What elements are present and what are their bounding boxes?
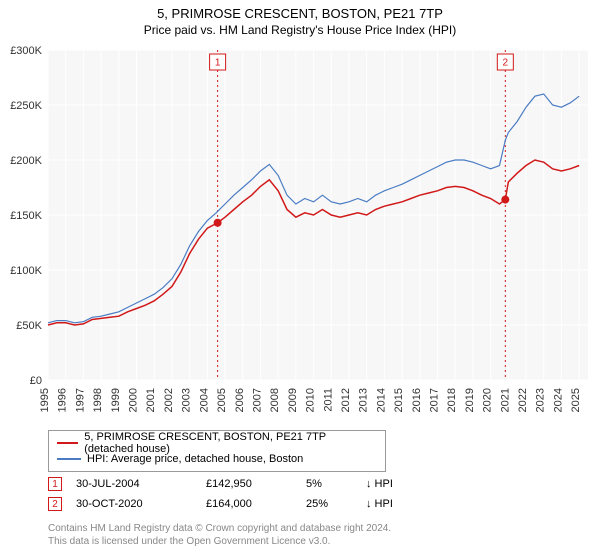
event-marker: 2 <box>48 497 62 511</box>
x-tick-label: 2006 <box>234 388 246 412</box>
x-tick-label: 2021 <box>499 388 511 412</box>
x-tick-label: 2016 <box>411 388 423 412</box>
x-tick-label: 2010 <box>305 388 317 412</box>
event-price: £142,950 <box>206 478 306 490</box>
x-tick-label: 1999 <box>110 388 122 412</box>
legend-label: 5, PRIMROSE CRESCENT, BOSTON, PE21 7TP (… <box>84 431 377 455</box>
x-tick-label: 2000 <box>128 388 140 412</box>
event-marker: 1 <box>48 477 62 491</box>
event-pct: 25% <box>306 498 366 510</box>
legend-row: 5, PRIMROSE CRESCENT, BOSTON, PE21 7TP (… <box>57 435 377 451</box>
x-tick-label: 1995 <box>39 388 51 412</box>
y-tick-label: £300K <box>10 45 42 57</box>
x-tick-label: 2017 <box>429 388 441 412</box>
event-row: 1 30-JUL-2004£142,9505%↓ HPI <box>48 474 393 494</box>
footer-line1: Contains HM Land Registry data © Crown c… <box>48 522 391 535</box>
x-tick-label: 2008 <box>269 388 281 412</box>
x-tick-label: 2007 <box>251 388 263 412</box>
sale-marker-dot <box>214 219 222 227</box>
x-tick-label: 2005 <box>216 388 228 412</box>
x-tick-label: 2004 <box>198 388 210 412</box>
x-tick-label: 2001 <box>145 388 157 412</box>
legend-swatch <box>57 442 78 444</box>
footer-attribution: Contains HM Land Registry data © Crown c… <box>48 522 391 548</box>
sale-marker-dot <box>501 196 509 204</box>
event-price: £164,000 <box>206 498 306 510</box>
chart-svg: £0 £50K £100K £150K £200K £250K £300K 1995 1996 1… <box>0 0 600 430</box>
y-tick-label: £50K <box>16 320 42 332</box>
x-tick-label: 2003 <box>181 388 193 412</box>
x-tick-label: 2002 <box>163 388 175 412</box>
x-tick-label: 2012 <box>340 388 352 412</box>
x-tick-label: 2015 <box>393 388 405 412</box>
x-tick-label: 2024 <box>552 388 564 412</box>
legend-swatch <box>57 458 81 460</box>
sale-marker-label: 1 <box>215 58 221 69</box>
chart-container: 5, PRIMROSE CRESCENT, BOSTON, PE21 7TP P… <box>0 0 600 560</box>
x-tick-label: 2023 <box>535 388 547 412</box>
event-hpi-delta: ↓ HPI <box>366 498 393 510</box>
x-tick-label: 2018 <box>446 388 458 412</box>
legend: 5, PRIMROSE CRESCENT, BOSTON, PE21 7TP (… <box>48 430 386 472</box>
y-tick-label: £250K <box>10 100 42 112</box>
x-tick-label: 1996 <box>57 388 69 412</box>
event-date: 30-OCT-2020 <box>76 498 206 510</box>
event-pct: 5% <box>306 478 366 490</box>
x-tick-label: 1997 <box>74 388 86 412</box>
y-tick-label: £200K <box>10 155 42 167</box>
legend-label: HPI: Average price, detached house, Bost… <box>87 453 303 465</box>
event-row: 2 30-OCT-2020£164,00025%↓ HPI <box>48 494 393 514</box>
sale-events-table: 1 30-JUL-2004£142,9505%↓ HPI 2 30-OCT-2020£… <box>48 474 393 514</box>
sale-marker-label: 2 <box>503 58 509 69</box>
event-hpi-delta: ↓ HPI <box>366 478 393 490</box>
x-tick-label: 2011 <box>322 388 334 412</box>
x-tick-label: 2019 <box>464 388 476 412</box>
y-tick-label: £0 <box>30 375 42 387</box>
x-tick-label: 2009 <box>287 388 299 412</box>
y-tick-label: £100K <box>10 265 42 277</box>
event-date: 30-JUL-2004 <box>76 478 206 490</box>
x-tick-label: 2020 <box>482 388 494 412</box>
x-tick-label: 1998 <box>92 388 104 412</box>
x-tick-label: 2013 <box>358 388 370 412</box>
x-tick-label: 2025 <box>570 388 582 412</box>
x-tick-label: 2022 <box>517 388 529 412</box>
y-tick-label: £150K <box>10 210 42 222</box>
footer-line2: This data is licensed under the Open Gov… <box>48 535 391 548</box>
x-tick-label: 2014 <box>375 388 387 412</box>
